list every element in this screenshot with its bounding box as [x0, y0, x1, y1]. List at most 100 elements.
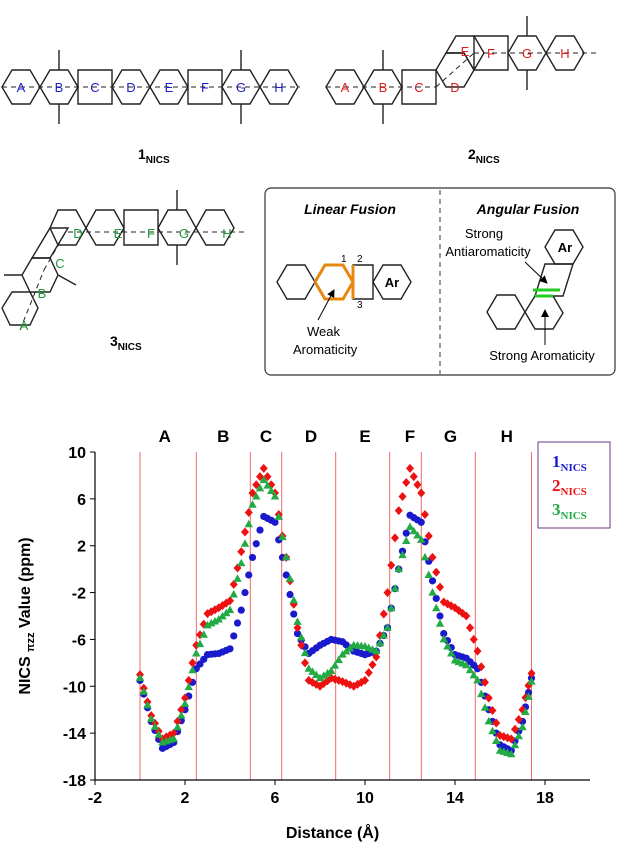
region-label-F: F: [405, 427, 415, 446]
series-2-point: [169, 728, 178, 738]
series-3-point: [514, 731, 523, 740]
series-3-point: [304, 664, 313, 672]
series-2-point: [379, 609, 388, 619]
structure-2-ring-labels: A B C D E F G H: [341, 44, 570, 95]
strong-antiaromaticity-line2: Antiaromaticity: [445, 244, 531, 259]
series-3-point: [510, 740, 520, 749]
series-1-point: [226, 645, 234, 653]
series-3-point: [270, 492, 280, 500]
ring-label-B: B: [38, 286, 47, 301]
region-label-D: D: [305, 427, 317, 446]
series-1-point: [432, 594, 440, 603]
series-2-point: [383, 588, 392, 598]
x-tick-label: 18: [536, 790, 554, 807]
series-2-point: [424, 531, 433, 541]
series-3-point: [184, 682, 193, 691]
x-tick-label: 10: [356, 790, 374, 807]
series-3-point: [263, 481, 272, 489]
series-3-point: [147, 714, 156, 723]
series-3-point: [278, 532, 287, 541]
series-3-point: [180, 699, 190, 707]
x-axis-label: Distance (Å): [286, 823, 379, 842]
series-2-point: [511, 724, 519, 734]
strong-aromaticity: Strong Aromaticity: [489, 348, 595, 363]
series-1-point: [252, 540, 260, 548]
structure-1: [1, 50, 300, 124]
series-3-point: [402, 536, 411, 545]
y-tick-label: -2: [72, 586, 86, 603]
series-2-point: [372, 652, 381, 662]
series-3-point: [462, 660, 471, 669]
ring-label-A: A: [341, 80, 350, 95]
ring-label-H: H: [560, 46, 569, 61]
series-3-point: [334, 655, 343, 664]
ring-label-F: F: [147, 226, 155, 241]
series-3-point: [267, 486, 276, 495]
series-2-point: [301, 658, 309, 668]
series-3-point: [390, 584, 400, 592]
ring-label-H: H: [222, 226, 231, 241]
series-2-point: [473, 646, 482, 656]
series-2-point: [297, 640, 306, 650]
series-3-point: [285, 574, 295, 582]
ring-label-C: C: [414, 80, 423, 95]
bond-num-1: 1: [341, 254, 347, 265]
series-1-point: [241, 588, 249, 597]
ring-label-F: F: [487, 46, 495, 61]
series-3-point: [375, 638, 385, 647]
ar-label-linear: Ar: [385, 275, 399, 290]
series-2-point: [428, 552, 437, 562]
series-3-point: [387, 603, 396, 612]
series-2-point: [237, 547, 246, 557]
ar-label-angular: Ar: [558, 240, 572, 255]
fusion-box: Linear Fusion Angular Fusion 1 2 3 Ar We…: [264, 187, 616, 376]
series-3-point: [413, 531, 422, 539]
series-3-point: [465, 665, 475, 674]
series-2-point: [413, 480, 422, 490]
series-3-point: [507, 749, 516, 758]
compound-2-label: 2NICS: [468, 146, 500, 166]
ring-label-A: A: [20, 318, 29, 333]
series-3-point: [315, 673, 325, 682]
region-label-H: H: [501, 427, 513, 446]
ring-label-C: C: [90, 80, 99, 95]
ring-label-H: H: [274, 80, 283, 95]
series-2-point: [229, 579, 238, 589]
series-2-point: [226, 596, 234, 606]
series-2-point: [481, 677, 489, 687]
series-3-point: [409, 526, 418, 535]
series-3-point: [199, 630, 208, 638]
series-2-point: [527, 668, 536, 678]
series-3-point: [210, 616, 220, 625]
series-1-point: [290, 610, 298, 618]
series-3-point: [379, 631, 388, 639]
legend-entry-2: 2NICS: [552, 476, 587, 498]
y-tick-label: 2: [77, 539, 86, 556]
series-2-point: [387, 560, 396, 570]
ring-label-E: E: [461, 44, 470, 59]
series-3-point: [135, 673, 145, 682]
series-3-point: [477, 689, 486, 698]
series-3-point: [319, 671, 328, 679]
series-3-point: [188, 665, 197, 674]
series-3-point: [225, 605, 235, 614]
series-3-point: [240, 539, 250, 547]
series-3-point: [139, 687, 148, 695]
x-tick-label: 14: [446, 790, 464, 807]
series-3-point: [173, 722, 182, 731]
ring-label-F: F: [201, 80, 209, 95]
series-3-point: [428, 588, 437, 596]
series-3-point: [480, 703, 490, 711]
series-3-point: [484, 716, 493, 725]
series-3-point: [398, 550, 407, 559]
x-tick-label: 6: [271, 790, 280, 807]
series-3-point: [255, 483, 265, 492]
y-tick-label: 10: [68, 445, 86, 462]
series-3-point: [229, 590, 238, 598]
structure-1-ring-labels: A B C D E F G H: [17, 80, 284, 95]
series-1-point: [248, 553, 257, 562]
region-label-G: G: [444, 427, 457, 446]
ring-label-D: D: [450, 80, 459, 95]
ring-label-G: G: [522, 46, 532, 61]
